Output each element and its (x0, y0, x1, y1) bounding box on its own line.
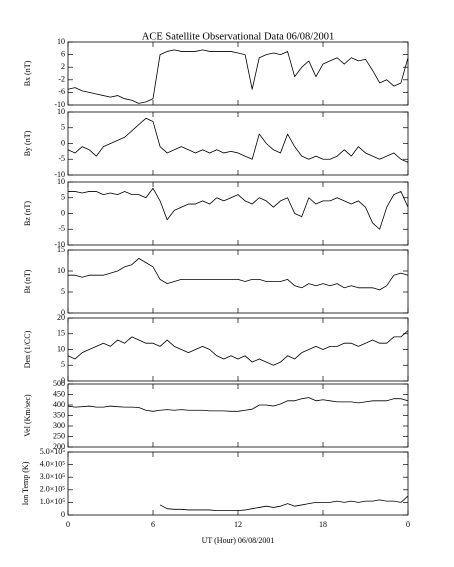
data-line (67, 330, 409, 366)
y-axis-label: Vel (Km/sec) (23, 394, 32, 437)
y-tick-label: -2 (58, 75, 65, 84)
y-tick-label: 250 (53, 431, 65, 440)
y-tick-label: 0 (61, 376, 65, 385)
x-tick-label: 0 (66, 520, 70, 529)
figure-title: ACE Satellite Observational Data 06/08/2… (142, 31, 334, 42)
y-tick-label: 5 (61, 123, 65, 132)
y-tick-label: -10 (54, 100, 65, 109)
y-tick-label: 5 (61, 360, 65, 369)
y-tick-label: 15 (57, 329, 65, 338)
data-line (68, 258, 409, 291)
y-tick-label: 10 (57, 107, 65, 116)
data-line (159, 495, 409, 511)
y-axis-label: Bx (nT) (23, 60, 32, 86)
x-tick-label: 18 (319, 520, 327, 529)
y-tick-label: -10 (54, 170, 65, 179)
y-axis-label: Den (1/CC) (23, 330, 32, 368)
y-axis-label: Ion Temp (K) (21, 461, 30, 505)
y-tick-label: 10 (57, 177, 65, 186)
y-tick-label: 5 (61, 193, 65, 202)
y-tick-label: 4.0×10⁵ (40, 459, 66, 468)
y-tick-label: 0 (61, 308, 65, 317)
y-tick-label: 2 (61, 62, 65, 71)
x-axis-label: UT (Hour) 06/08/2001 (202, 536, 275, 545)
data-line (67, 397, 409, 412)
y-tick-label: 10 (57, 344, 65, 353)
y-axis-label: Bt (nT) (23, 269, 32, 293)
y-tick-label: 3.0×10⁵ (40, 472, 66, 481)
y-tick-label: 10 (57, 266, 65, 275)
y-tick-label: -5 (58, 154, 65, 163)
y-tick-label: 1.0×10⁵ (40, 497, 66, 506)
y-tick-label: 200 (53, 442, 65, 451)
x-tick-label: 0 (406, 520, 410, 529)
y-tick-label: 10 (57, 37, 65, 46)
y-tick-label: 0 (61, 138, 65, 147)
data-line (67, 117, 409, 163)
y-tick-label: 0 (61, 510, 65, 519)
y-tick-label: -10 (54, 240, 65, 249)
y-tick-label: -5 (58, 224, 65, 233)
y-tick-label: 5.0×10⁵ (40, 447, 66, 456)
data-line (68, 187, 409, 230)
y-tick-label: -6 (58, 87, 65, 96)
y-tick-label: 2.0×10⁵ (40, 485, 66, 494)
y-tick-label: 5 (61, 287, 65, 296)
y-tick-label: 15 (57, 245, 65, 254)
y-tick-label: 0 (61, 208, 65, 217)
y-axis-label: By (nT) (23, 130, 32, 156)
y-tick-label: 300 (53, 421, 65, 430)
y-axis-label: Bz (nT) (23, 201, 32, 226)
y-tick-label: 20 (57, 313, 65, 322)
y-tick-label: 450 (53, 389, 65, 398)
y-tick-label: 400 (53, 400, 65, 409)
y-tick-label: 500 (53, 379, 65, 388)
y-tick-label: 6 (61, 49, 65, 58)
y-tick-label: 350 (53, 410, 65, 419)
x-tick-label: 12 (234, 520, 242, 529)
x-tick-label: 6 (151, 520, 155, 529)
data-line (67, 49, 409, 104)
